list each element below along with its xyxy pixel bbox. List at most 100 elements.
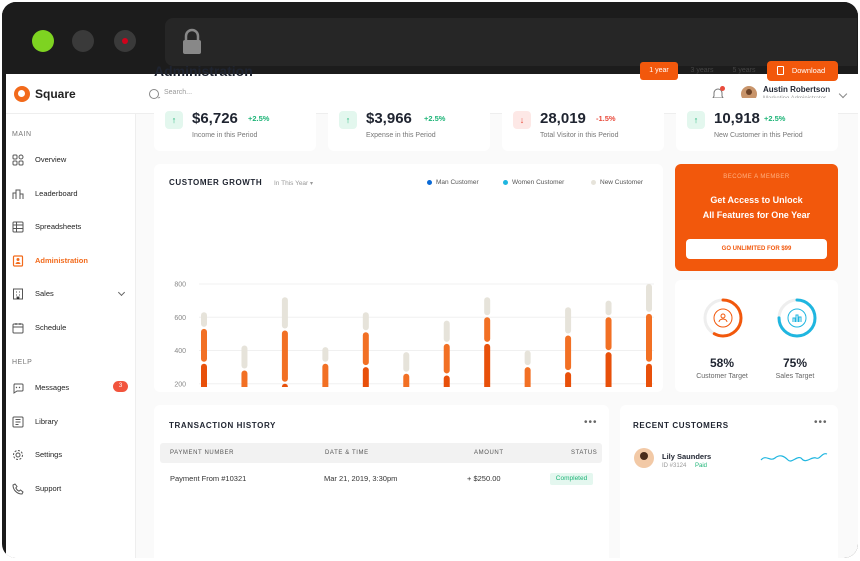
promo-title-line: Get Access to Unlock bbox=[710, 195, 803, 205]
sidebar-item-sales[interactable]: Sales bbox=[12, 286, 132, 302]
sidebar-item-administration[interactable]: Administration bbox=[12, 253, 132, 269]
notification-badge bbox=[720, 86, 725, 91]
sidebar-item-label: Library bbox=[35, 417, 58, 426]
bar-new-customer bbox=[281, 297, 288, 329]
kpi-value: $6,726 bbox=[192, 110, 238, 127]
period-3-years-button[interactable]: 3 years bbox=[690, 67, 714, 74]
y-tick-label: 600 bbox=[174, 315, 186, 322]
promo-title: Get Access to Unlock All Features for One… bbox=[675, 193, 838, 223]
grid-icon bbox=[12, 154, 24, 166]
kpi-change: +2.5% bbox=[424, 114, 446, 123]
sidebar-item-label: Schedule bbox=[35, 323, 67, 332]
chart-title: CUSTOMER GROWTH bbox=[169, 178, 263, 187]
go-unlimited-button[interactable]: GO UNLIMITED FOR $99 bbox=[686, 239, 827, 259]
legend-label: Women Customer bbox=[512, 179, 565, 186]
chevron-down-icon[interactable] bbox=[117, 288, 126, 297]
bar-women-customer bbox=[443, 343, 450, 374]
kpi-card-customers: ↑ 10,918 +2.5% New Customer in this Peri… bbox=[676, 98, 838, 151]
arrow-up-icon: ↑ bbox=[339, 111, 357, 129]
gauge-inner bbox=[713, 308, 733, 328]
bar-new-customer bbox=[241, 345, 248, 369]
table-cell-payment: Payment From #10321 bbox=[170, 474, 247, 483]
kpi-change: -1.5% bbox=[596, 114, 616, 123]
messages-count-badge: 3 bbox=[113, 381, 128, 392]
bar-women-customer bbox=[484, 317, 491, 342]
address-bar[interactable] bbox=[165, 18, 857, 66]
legend-dot bbox=[427, 179, 432, 185]
bar-new-customer bbox=[443, 320, 450, 342]
avatar[interactable] bbox=[634, 448, 654, 468]
bar-women-customer bbox=[362, 332, 369, 366]
legend-label: New Customer bbox=[600, 179, 643, 186]
transaction-history-card bbox=[154, 405, 609, 558]
sidebar-section-help: HELP bbox=[12, 359, 33, 366]
y-tick-label: 400 bbox=[174, 348, 186, 355]
bar-new-customer bbox=[322, 347, 329, 362]
search-box[interactable]: Search... bbox=[149, 88, 329, 102]
arrow-up-icon: ↑ bbox=[687, 111, 705, 129]
sidebar-item-label: Support bbox=[35, 484, 62, 493]
sidebar-item-settings[interactable]: Settings bbox=[12, 447, 132, 463]
sidebar-section-main: MAIN bbox=[12, 131, 32, 138]
recent-customers-title: RECENT CUSTOMERS bbox=[633, 421, 729, 430]
bar-new-customer bbox=[201, 312, 207, 327]
table-header: PAYMENT NUMBER DATE & TIME AMOUNT STATUS bbox=[160, 443, 602, 463]
bar-man-customer bbox=[362, 367, 369, 387]
status-badge: Completed bbox=[550, 473, 593, 485]
page-title: Administration bbox=[154, 63, 253, 79]
bar-chart-icon bbox=[792, 314, 802, 322]
search-input[interactable]: Search... bbox=[164, 89, 193, 96]
period-1-year-button[interactable]: 1 year bbox=[640, 62, 678, 80]
sidebar-item-overview[interactable]: Overview bbox=[12, 152, 132, 168]
kpi-value: $3,966 bbox=[366, 110, 412, 127]
bar-new-customer bbox=[565, 307, 572, 334]
promo-card: BECOME A MEMBER Get Access to Unlock All … bbox=[675, 164, 838, 271]
window-close-button[interactable] bbox=[114, 30, 136, 52]
bar-new-customer bbox=[403, 352, 410, 372]
kpi-change: +2.5% bbox=[248, 114, 270, 123]
legend-women: Women Customer bbox=[503, 179, 564, 186]
sidebar-item-label: Sales bbox=[35, 289, 54, 298]
sidebar-item-schedule[interactable]: Schedule bbox=[12, 320, 132, 336]
sidebar-item-support[interactable]: Support bbox=[12, 481, 132, 497]
sidebar-item-messages[interactable]: Messages 3 bbox=[12, 380, 132, 396]
period-5-years-button[interactable]: 5 years bbox=[732, 67, 756, 74]
window-zoom-button[interactable] bbox=[32, 30, 54, 52]
bar-man-customer bbox=[605, 352, 612, 387]
bar-women-customer bbox=[403, 373, 410, 387]
bar-man-customer bbox=[281, 383, 288, 387]
window-minimize-button[interactable] bbox=[72, 30, 94, 52]
customer-target-value: 58% bbox=[709, 356, 735, 370]
chat-icon bbox=[13, 383, 24, 394]
y-tick-label: 800 bbox=[174, 282, 186, 289]
calendar-icon bbox=[12, 323, 24, 334]
chevron-down-icon[interactable] bbox=[838, 89, 848, 99]
sidebar-item-label: Settings bbox=[35, 450, 63, 459]
sidebar-item-library[interactable]: Library bbox=[12, 414, 132, 430]
user-card-icon bbox=[12, 255, 24, 267]
chart-filter-dropdown[interactable]: In This Year ▾ bbox=[274, 180, 313, 187]
target-gauges bbox=[703, 298, 817, 338]
document-icon bbox=[777, 66, 784, 75]
kpi-card-expense: ↑ $3,966 +2.5% Expense in this Period bbox=[328, 98, 490, 151]
sidebar-item-leaderboard[interactable]: Leaderboard bbox=[12, 186, 132, 202]
kpi-card-visitors: ↓ 28,019 -1.5% Total Visitor in this Per… bbox=[502, 98, 664, 151]
logo-icon bbox=[14, 86, 30, 102]
lock-icon bbox=[183, 28, 201, 54]
kpi-change: +2.5% bbox=[764, 114, 786, 123]
bar-women-customer bbox=[646, 313, 652, 362]
download-button[interactable]: Download bbox=[767, 61, 838, 81]
customer-status: Paid bbox=[695, 463, 708, 469]
kpi-label: Income in this Period bbox=[192, 132, 258, 139]
bar-new-customer bbox=[524, 350, 531, 366]
search-icon bbox=[149, 89, 159, 99]
more-options-icon[interactable]: ••• bbox=[584, 417, 598, 428]
legend-new: New Customer bbox=[591, 179, 643, 186]
user-name: Austin Robertson bbox=[763, 85, 831, 94]
bar-man-customer bbox=[565, 372, 572, 387]
more-options-icon[interactable]: ••• bbox=[814, 417, 828, 428]
sidebar-item-spreadsheets[interactable]: Spreadsheets bbox=[12, 219, 132, 235]
legend-man: Man Customer bbox=[427, 179, 479, 186]
column-header: DATE & TIME bbox=[325, 450, 369, 456]
column-header: AMOUNT bbox=[474, 450, 504, 456]
